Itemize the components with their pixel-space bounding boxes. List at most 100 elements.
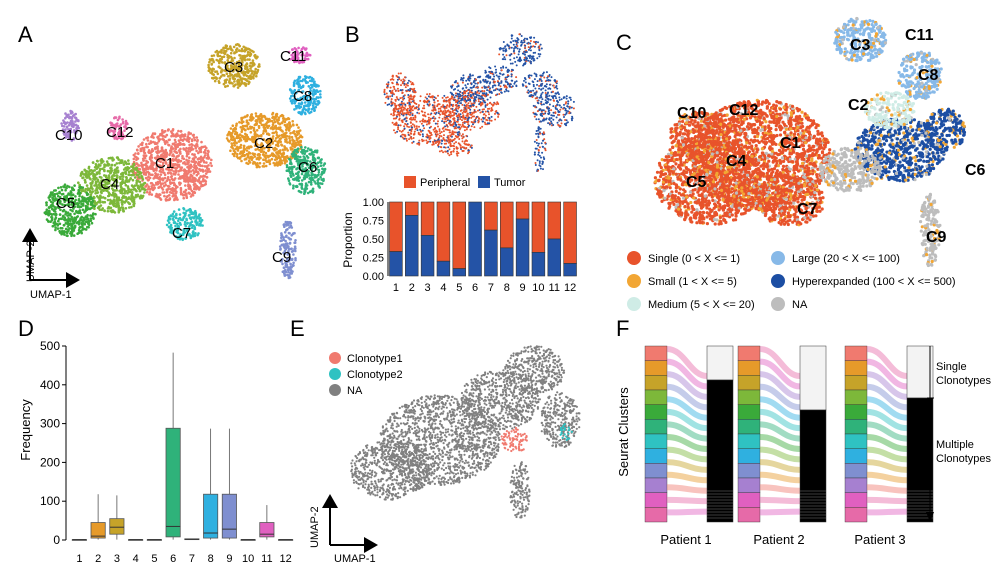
bar-peripheral-12 bbox=[563, 201, 577, 264]
panel-c-region-4 bbox=[833, 16, 888, 63]
box-cluster-4 bbox=[128, 539, 144, 541]
panel-letter-c: C bbox=[616, 30, 632, 55]
panel-e-region-7 bbox=[559, 423, 574, 441]
panel-b-xtick-7: 7 bbox=[488, 282, 494, 294]
panel-e-region-3 bbox=[504, 345, 566, 395]
panel-e-region-0 bbox=[379, 394, 501, 486]
panel-b-xtick-6: 6 bbox=[472, 282, 478, 294]
panel-a-umap: C1 C2 C3 C4 C5 C6 C7 C8 C9 C10 C11 C12 UMAP-2 UMAP-… bbox=[22, 43, 327, 301]
panel-a-label-c1: C1 bbox=[155, 155, 174, 172]
panel-b-umap-region-2 bbox=[383, 72, 417, 117]
panel-b-umap-region-1 bbox=[439, 89, 500, 131]
cluster-c3-points bbox=[207, 43, 261, 89]
panel-d-xtick-1: 1 bbox=[76, 553, 82, 565]
cluster-c4-points bbox=[77, 156, 147, 214]
alluvial-patient-2 bbox=[737, 345, 827, 523]
panel-b-umap-region-7 bbox=[482, 65, 518, 97]
panel-b-xtick-9: 9 bbox=[520, 282, 526, 294]
bar-tumor-8 bbox=[500, 247, 514, 277]
panel-c-label-c1: C1 bbox=[780, 135, 801, 152]
bar-tumor-9 bbox=[515, 218, 530, 277]
panel-e-region-1 bbox=[350, 439, 431, 501]
panel-a-label-c6: C6 bbox=[298, 159, 317, 176]
panel-b-xtick-12: 12 bbox=[564, 282, 576, 294]
legend-label-peripheral: Peripheral bbox=[420, 177, 470, 189]
bar-peripheral-4 bbox=[436, 201, 451, 262]
legend-swatch-clonotype1 bbox=[329, 352, 341, 364]
cluster-c11-points bbox=[287, 46, 312, 65]
panel-b-umap-region-0 bbox=[390, 93, 470, 147]
panel-c-label-c5: C5 bbox=[686, 174, 707, 191]
legend-label-clonotype2: Clonotype2 bbox=[347, 369, 403, 381]
panel-b-ytick: 0.50 bbox=[363, 234, 384, 246]
panel-f-ylabel: Seurat Clusters bbox=[616, 387, 631, 477]
box-cluster-9 bbox=[221, 428, 237, 540]
panel-c-label-c4: C4 bbox=[726, 153, 747, 170]
panel-b-legend: Peripheral Tumor bbox=[404, 176, 526, 189]
bar-peripheral-1 bbox=[389, 201, 403, 252]
bar-peripheral-5 bbox=[452, 201, 466, 269]
bar-tumor-4 bbox=[436, 260, 451, 277]
panel-b-xtick-2: 2 bbox=[409, 282, 415, 294]
panel-letter-f: F bbox=[616, 316, 629, 341]
bar-peripheral-10 bbox=[531, 201, 546, 253]
panel-d-ytick: 0 bbox=[53, 533, 60, 547]
legend-label-1: Small (1 < X <= 5) bbox=[648, 276, 737, 288]
panel-e-region-6 bbox=[500, 426, 528, 453]
panel-d-xtick-12: 12 bbox=[280, 553, 292, 565]
cluster-c7-points bbox=[165, 207, 204, 242]
panel-c-label-c3: C3 bbox=[850, 37, 871, 54]
panel-d-xtick-4: 4 bbox=[133, 553, 139, 565]
panel-d-ytick: 400 bbox=[40, 378, 60, 392]
panel-b-xtick-10: 10 bbox=[532, 282, 544, 294]
panel-e: Clonotype1 Clonotype2 NA UMAP-2 UMAP-1 bbox=[309, 345, 581, 565]
panel-c-region-8 bbox=[919, 192, 942, 268]
panel-c-label-c8: C8 bbox=[918, 67, 939, 84]
cluster-c2-points bbox=[225, 111, 304, 169]
panel-d-ytick: 300 bbox=[40, 417, 60, 431]
bar-tumor-2 bbox=[405, 215, 419, 277]
panel-b-umap-region-9 bbox=[449, 73, 491, 107]
box-cluster-11 bbox=[259, 505, 275, 540]
panel-d-xtick-7: 7 bbox=[189, 553, 195, 565]
panel-c-legend: Single (0 < X <= 1) Small (1 < X <= 5) Med… bbox=[627, 251, 956, 311]
panel-c-label-c9: C9 bbox=[926, 229, 947, 246]
panel-c-label-c7: C7 bbox=[797, 201, 818, 218]
panel-e-axis-y-label: UMAP-2 bbox=[309, 506, 321, 548]
bar-tumor-12 bbox=[563, 263, 577, 277]
annotation-single-clonotypes: Single Clonotypes bbox=[936, 361, 992, 387]
panel-a-label-c12: C12 bbox=[106, 124, 134, 141]
panel-letter-a: A bbox=[18, 22, 33, 47]
panel-b-umap-region-6 bbox=[532, 91, 575, 128]
panel-c-label-c12: C12 bbox=[729, 102, 758, 119]
panel-c-region-7 bbox=[924, 107, 967, 154]
annotation-multiple-clonotypes: Multiple Clonotypes bbox=[936, 439, 992, 465]
panel-b-xtick-1: 1 bbox=[393, 282, 399, 294]
legend-label-na: NA bbox=[347, 385, 363, 397]
bar-tumor-5 bbox=[452, 268, 466, 277]
panel-d-xtick-2: 2 bbox=[95, 553, 101, 565]
panel-c: C1 C2 C3 C4 C5 C6 C7 C8 C9 C10 C11 C12 Single (0 < … bbox=[627, 16, 986, 311]
panel-b-xtick-4: 4 bbox=[440, 282, 446, 294]
patient-label-2: Patient 2 bbox=[753, 532, 804, 547]
panel-b-umap-region-4 bbox=[498, 33, 543, 67]
bar-tumor-7 bbox=[484, 229, 498, 277]
box-cluster-7 bbox=[184, 538, 200, 541]
panel-c-region-1 bbox=[653, 133, 767, 226]
panel-d-xtick-8: 8 bbox=[208, 553, 214, 565]
legend-swatch-tumor bbox=[478, 176, 490, 188]
bar-peripheral-3 bbox=[420, 201, 435, 236]
cluster-c8-points bbox=[288, 75, 322, 116]
alluvial-patient-1 bbox=[644, 345, 734, 523]
box-cluster-6 bbox=[165, 352, 181, 540]
cluster-c6-points bbox=[285, 145, 327, 195]
panel-e-axis-x-label: UMAP-1 bbox=[334, 553, 376, 565]
panel-e-region-5 bbox=[509, 461, 531, 519]
cluster-c12-points bbox=[107, 115, 129, 141]
panel-b-xtick-3: 3 bbox=[425, 282, 431, 294]
legend-swatch-na bbox=[329, 384, 341, 396]
panel-c-label-c11: C11 bbox=[905, 27, 934, 44]
legend-swatch-3 bbox=[771, 251, 785, 265]
